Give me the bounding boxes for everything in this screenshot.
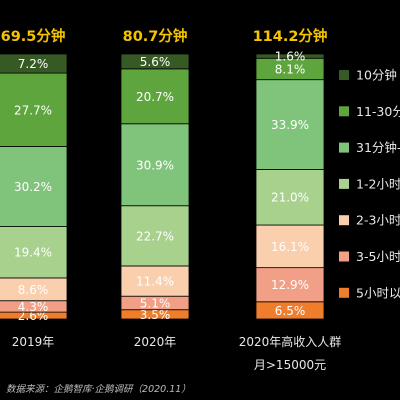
data-label: 30.2% [14,180,52,194]
bar-segment [0,146,68,227]
total-label: 80.7分钟 [123,27,188,45]
bar-segment [0,53,68,74]
data-label: 6.5% [275,304,306,318]
data-label: 2.6% [18,309,49,323]
bar-segment [255,267,325,303]
legend-swatch [339,251,349,262]
bar-segment [255,53,325,59]
total-label: 69.5分钟 [1,27,66,45]
legend-label: 3-5小时 [356,249,400,264]
total-label: 114.2分钟 [253,27,328,45]
data-label: 16.1% [271,240,309,254]
legend-swatch [339,178,349,189]
legend-label: 2-3小时 [356,213,400,228]
x-tick-label: 2020年高收入人群 [239,334,342,349]
legend-swatch [339,142,349,153]
bar-segment [120,53,190,70]
legend-label: 10分钟 [356,68,397,83]
legend-label: 5小时以 [356,285,400,300]
data-label: 22.7% [136,229,174,243]
legend-swatch [339,287,349,298]
data-label: 3.5% [140,308,171,322]
legend-swatch [339,70,349,80]
data-label: 1.6% [275,50,306,64]
data-label: 27.7% [14,103,52,117]
bar-segment [120,265,190,297]
source-note: 数据来源：企鹅智库·企鹅调研（2020.11） [6,384,191,395]
legend-swatch [339,106,349,117]
data-label: 5.6% [140,55,171,69]
bar-segment [255,169,325,226]
legend-swatch [339,215,349,226]
x-tick-label: 2019年 [12,335,55,349]
bar-segment [120,205,190,267]
data-label: 12.9% [271,278,309,292]
data-label: 8.1% [275,62,306,76]
data-label: 7.2% [18,57,49,71]
x-tick-label: 月>15000元 [254,358,326,372]
data-label: 5.1% [140,296,171,310]
data-label: 21.0% [271,191,309,205]
x-tick-label: 2020年 [134,335,177,349]
bar-segment [255,224,325,269]
bar-segment [0,226,68,279]
bar-segment [120,123,190,207]
legend-label: 11-30分 [356,104,400,119]
data-label: 19.4% [14,246,52,260]
data-label: 33.9% [271,118,309,132]
legend-label: 31分钟- [356,140,400,155]
data-label: 20.7% [136,90,174,104]
bar-segment [0,72,68,147]
data-label: 8.6% [18,283,49,297]
data-label: 11.4% [136,275,174,289]
data-label: 4.3% [18,300,49,314]
legend-label: 1-2小时 [356,176,400,191]
data-label: 30.9% [136,158,174,172]
